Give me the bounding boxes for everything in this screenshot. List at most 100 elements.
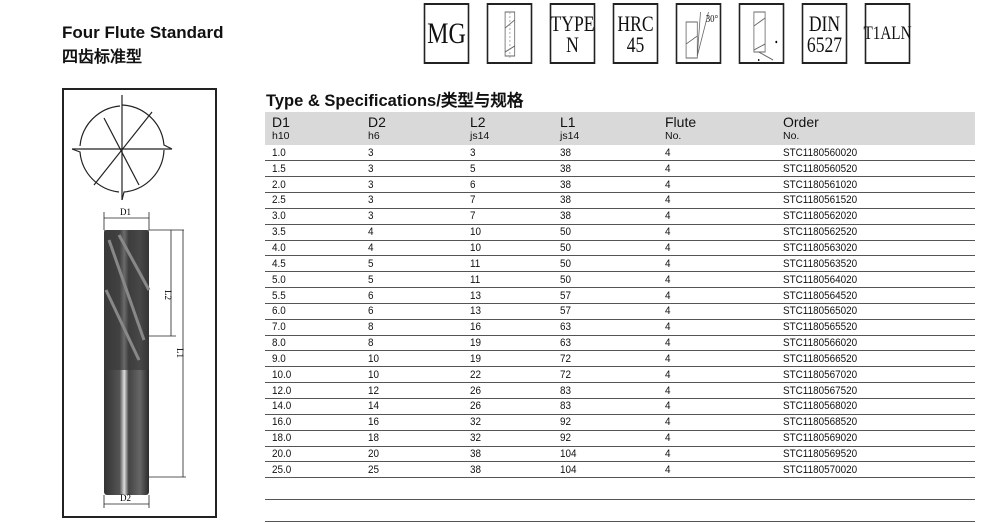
cell-text: 20.0 bbox=[272, 447, 292, 460]
empty-cell bbox=[553, 499, 658, 523]
cell-text: 6 bbox=[368, 305, 374, 318]
header-label: Flute bbox=[665, 114, 697, 130]
cell-text: 3.0 bbox=[272, 210, 286, 223]
empty-cell bbox=[265, 477, 361, 501]
cell-flute: 4 bbox=[658, 271, 776, 289]
d2-label: D2 bbox=[120, 493, 131, 503]
cell-text: 38 bbox=[560, 210, 572, 223]
d1-label: D1 bbox=[120, 207, 131, 217]
cell-l1: 57 bbox=[553, 287, 658, 304]
cell-text: 4 bbox=[665, 400, 671, 413]
cell-text: 57 bbox=[560, 305, 572, 318]
cell-d2: 5 bbox=[361, 255, 463, 273]
cell-order: STC1180567020 bbox=[776, 366, 975, 384]
section-title: Type & Specifications/类型与规格 bbox=[266, 92, 524, 110]
cross-section-icon bbox=[71, 95, 173, 201]
cell-text: 7.0 bbox=[272, 321, 286, 334]
cell-order: STC1180563020 bbox=[776, 240, 975, 257]
cell-text: 83 bbox=[560, 384, 572, 397]
cell-l2: 38 bbox=[463, 446, 553, 463]
header-tolerance: h6 bbox=[368, 130, 380, 142]
cell-text: 12 bbox=[368, 384, 380, 397]
cell-d1: 18.0 bbox=[265, 430, 361, 447]
table-row: 1.0 3 3 38 4 STC1180560020 bbox=[265, 145, 975, 162]
cell-flute: 4 bbox=[658, 350, 776, 368]
header-label: L2 bbox=[470, 114, 486, 130]
table-row: 12.0 12 26 83 4 STC1180567520 bbox=[265, 382, 975, 399]
cell-flute: 4 bbox=[658, 446, 776, 463]
cell-text: 4 bbox=[665, 226, 671, 239]
badge-helix-angle: 30° bbox=[675, 3, 722, 64]
cell-flute: 4 bbox=[658, 414, 776, 431]
cell-text: STC1180567520 bbox=[783, 384, 858, 397]
cell-l1: 104 bbox=[553, 461, 658, 479]
tolerance-cylinder-icon bbox=[753, 11, 777, 61]
cell-text: 25 bbox=[368, 463, 380, 476]
cell-text: 18 bbox=[368, 432, 380, 445]
cell-text: 4 bbox=[368, 226, 374, 239]
cell-text: 38 bbox=[470, 447, 482, 460]
cell-l1: 63 bbox=[553, 319, 658, 336]
cell-flute: 4 bbox=[658, 240, 776, 257]
header-tolerance: No. bbox=[783, 130, 800, 142]
cell-d1: 4.0 bbox=[265, 240, 361, 257]
cell-text: 26 bbox=[470, 384, 482, 397]
cell-text: 4 bbox=[665, 210, 671, 223]
cell-text: 104 bbox=[560, 447, 577, 460]
cell-d1: 9.0 bbox=[265, 350, 361, 368]
cell-d1: 2.5 bbox=[265, 192, 361, 209]
cell-text: 6 bbox=[470, 178, 476, 191]
table-row: 20.0 20 38 104 4 STC1180569520 bbox=[265, 446, 975, 463]
cell-d1: 6.0 bbox=[265, 303, 361, 320]
cell-text: STC1180560020 bbox=[783, 146, 858, 159]
header-label: D1 bbox=[272, 114, 290, 130]
cell-text: 32 bbox=[470, 416, 482, 429]
cell-d2: 3 bbox=[361, 176, 463, 194]
page-subtitle: 四齿标准型 bbox=[62, 49, 143, 66]
badge-din-line2: 6527 bbox=[806, 31, 843, 57]
cell-flute: 4 bbox=[658, 208, 776, 225]
cell-text: 104 bbox=[560, 463, 577, 476]
cell-d2: 3 bbox=[361, 160, 463, 178]
cell-text: 16.0 bbox=[272, 416, 292, 429]
cell-order: STC1180560520 bbox=[776, 160, 975, 178]
cell-d1: 12.0 bbox=[265, 382, 361, 399]
cell-text: 4.0 bbox=[272, 241, 286, 254]
cell-text: 4 bbox=[665, 194, 671, 207]
cell-text: STC1180562020 bbox=[783, 210, 858, 223]
cell-text: STC1180564520 bbox=[783, 289, 858, 302]
cell-l2: 26 bbox=[463, 382, 553, 399]
cell-text: 10 bbox=[470, 241, 482, 254]
cell-text: 3 bbox=[368, 162, 374, 175]
cell-flute: 4 bbox=[658, 303, 776, 320]
empty-row bbox=[265, 477, 975, 501]
header-d1: D1 h10 bbox=[265, 112, 361, 145]
cell-text: 19 bbox=[470, 352, 482, 365]
cell-order: STC1180561020 bbox=[776, 176, 975, 194]
cell-l1: 83 bbox=[553, 382, 658, 399]
cell-order: STC1180562020 bbox=[776, 208, 975, 225]
cell-l1: 50 bbox=[553, 224, 658, 241]
cell-order: STC1180565020 bbox=[776, 303, 975, 320]
cell-text: 6.0 bbox=[272, 305, 286, 318]
cell-order: STC1180563520 bbox=[776, 255, 975, 273]
header-l1: L1 js14 bbox=[553, 112, 658, 145]
cell-text: 5 bbox=[368, 273, 374, 286]
header-tolerance: js14 bbox=[560, 130, 580, 142]
cell-l1: 50 bbox=[553, 255, 658, 273]
cell-d2: 3 bbox=[361, 145, 463, 162]
cell-text: 4 bbox=[665, 321, 671, 334]
cell-text: 72 bbox=[560, 352, 572, 365]
header-l2: L2 js14 bbox=[463, 112, 553, 145]
cell-flute: 4 bbox=[658, 382, 776, 399]
cell-text: STC1180567020 bbox=[783, 368, 858, 381]
cell-text: 4 bbox=[665, 162, 671, 175]
table-row: 18.0 18 32 92 4 STC1180569020 bbox=[265, 430, 975, 447]
cell-l2: 32 bbox=[463, 430, 553, 447]
cell-text: STC1180562520 bbox=[783, 226, 858, 239]
header-label: Order bbox=[783, 114, 819, 130]
table-row: 1.5 3 5 38 4 STC1180560520 bbox=[265, 160, 975, 178]
badge-mg: MG bbox=[423, 3, 470, 64]
cell-text: 4 bbox=[665, 257, 671, 270]
cell-order: STC1180569020 bbox=[776, 430, 975, 447]
